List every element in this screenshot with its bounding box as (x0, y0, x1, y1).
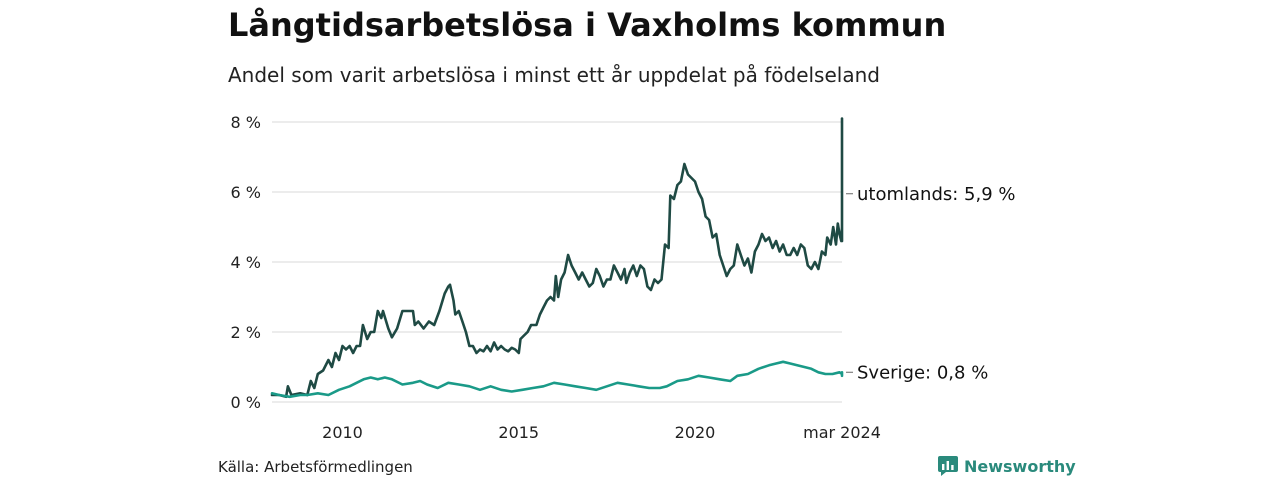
brand-logo: Newsworthy (938, 456, 1076, 476)
chart-title: Långtidsarbetslösa i Vaxholms kommun (228, 6, 947, 44)
x-tick-label: 2010 (322, 423, 363, 442)
brand-name: Newsworthy (964, 456, 1076, 476)
y-tick-label: 0 % (231, 393, 261, 412)
series-lines (270, 117, 844, 399)
y-tick-label: 8 % (231, 113, 261, 132)
gridlines (272, 121, 842, 403)
series-line-sverige (270, 360, 844, 399)
x-tick-label: 2020 (675, 423, 716, 442)
y-tick-label: 2 % (231, 323, 261, 342)
chart-subtitle: Andel som varit arbetslösa i minst ett å… (228, 63, 880, 87)
y-tick-label: 4 % (231, 253, 261, 272)
x-tick-label: mar 2024 (803, 423, 881, 442)
x-axis-ticks: 2010 2015 2020 mar 2024 (322, 423, 881, 442)
source-note: Källa: Arbetsförmedlingen (218, 458, 413, 476)
series-end-labels: utomlands: 5,9 % Sverige: 0,8 % (846, 184, 1016, 383)
end-label-utomlands: utomlands: 5,9 % (857, 184, 1016, 205)
y-axis-ticks: 0 % 2 % 4 % 6 % 8 % (231, 113, 261, 412)
newsworthy-icon (938, 456, 958, 476)
x-tick-label: 2015 (498, 423, 539, 442)
series-line-utomlands (270, 117, 844, 399)
end-label-sverige: Sverige: 0,8 % (857, 362, 988, 383)
y-tick-label: 6 % (231, 183, 261, 202)
